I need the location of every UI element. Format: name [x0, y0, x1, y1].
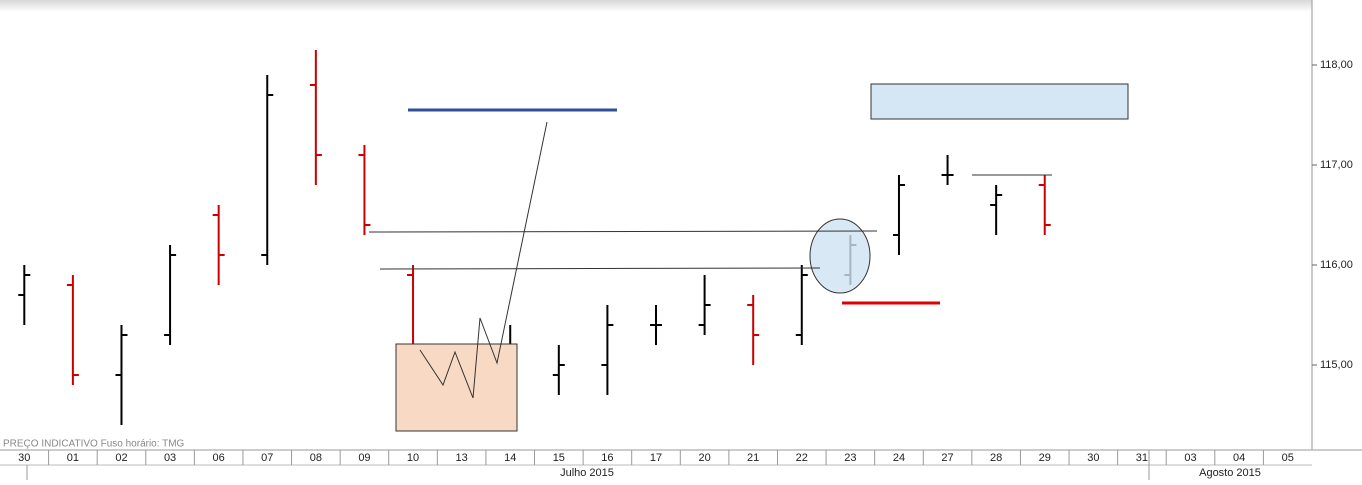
trend-line — [379, 267, 821, 270]
x-tick-label: 16 — [601, 452, 613, 464]
y-tick-label: 116,00 — [1320, 259, 1353, 271]
x-tick-label: 27 — [941, 452, 953, 464]
x-tick-label: 30 — [18, 452, 30, 464]
x-tick-label: 20 — [698, 452, 710, 464]
month-label: Agosto 2015 — [1199, 467, 1261, 479]
x-tick-label: 09 — [358, 452, 370, 464]
x-tick-label: 08 — [310, 452, 322, 464]
x-tick-label: 02 — [115, 452, 127, 464]
x-tick-label: 28 — [990, 452, 1002, 464]
y-tick-label: 117,00 — [1320, 159, 1353, 171]
x-tick-label: 17 — [650, 452, 662, 464]
x-tick-label: 04 — [1233, 452, 1245, 464]
y-tick-label: 115,00 — [1320, 359, 1353, 371]
x-tick-label: 23 — [844, 452, 856, 464]
x-tick-label: 07 — [261, 452, 273, 464]
x-tick-label: 03 — [164, 452, 176, 464]
y-tick-label: 118,00 — [1320, 59, 1353, 71]
trend-line — [368, 230, 878, 233]
top-bar — [0, 0, 1312, 12]
x-tick-label: 15 — [553, 452, 565, 464]
highlight-box — [395, 343, 518, 432]
x-tick-label: 03 — [1184, 452, 1196, 464]
x-tick-label: 14 — [504, 452, 516, 464]
month-label: Julho 2015 — [560, 467, 614, 479]
x-tick-label: 06 — [213, 452, 225, 464]
x-tick-label: 01 — [67, 452, 79, 464]
wave-line — [419, 121, 548, 399]
x-tick-label: 29 — [1039, 452, 1051, 464]
footer-text: PREÇO INDICATIVO Fuso horário: TMG — [3, 439, 185, 450]
x-tick-label: 21 — [747, 452, 759, 464]
x-tick-label: 31 — [1136, 452, 1148, 464]
x-tick-label: 22 — [796, 452, 808, 464]
x-tick-label: 24 — [893, 452, 905, 464]
x-tick-label: 05 — [1282, 452, 1294, 464]
x-tick-label: 13 — [456, 452, 468, 464]
x-tick-label: 30 — [1087, 452, 1099, 464]
highlight-box — [870, 83, 1129, 120]
x-tick-label: 10 — [407, 452, 419, 464]
highlight-circle — [809, 218, 871, 294]
annotations — [368, 83, 1129, 432]
